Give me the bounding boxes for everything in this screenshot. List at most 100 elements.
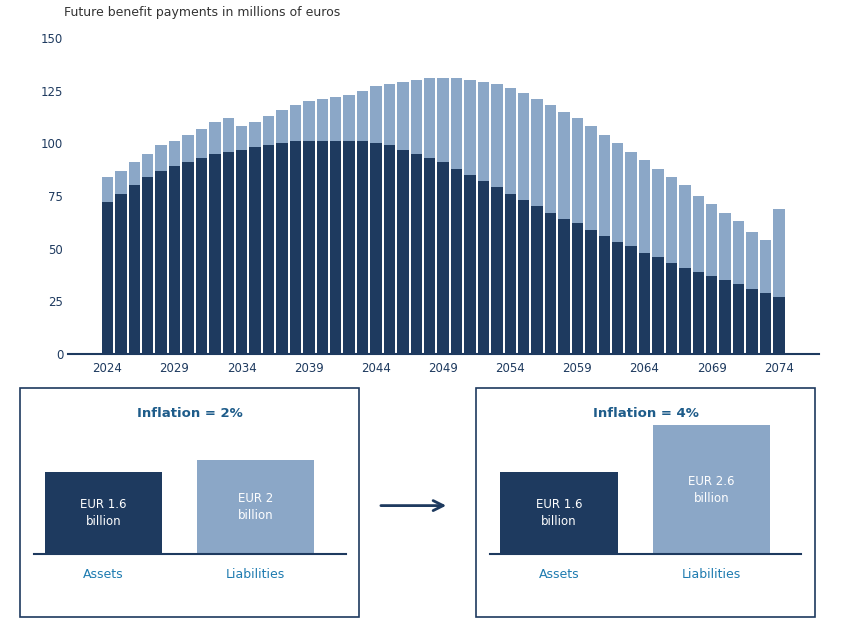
- Bar: [357, 90, 368, 354]
- Bar: [384, 84, 395, 354]
- Bar: [719, 280, 731, 354]
- Bar: [478, 181, 489, 354]
- Bar: [585, 126, 597, 354]
- Bar: [746, 232, 758, 354]
- Bar: [625, 246, 637, 354]
- Bar: [262, 116, 274, 354]
- Bar: [545, 106, 556, 354]
- Text: Liabilities: Liabilities: [226, 568, 285, 581]
- Bar: [666, 264, 677, 354]
- Text: Inflation = 4%: Inflation = 4%: [592, 407, 699, 420]
- Bar: [115, 194, 127, 354]
- FancyBboxPatch shape: [45, 472, 162, 554]
- Bar: [169, 166, 181, 354]
- Bar: [196, 158, 207, 354]
- Bar: [518, 93, 529, 354]
- Bar: [115, 171, 127, 354]
- Bar: [289, 106, 301, 354]
- Bar: [639, 253, 650, 354]
- Text: Liabilities: Liabilities: [682, 568, 741, 581]
- FancyBboxPatch shape: [197, 460, 315, 554]
- Bar: [451, 78, 463, 354]
- Bar: [760, 293, 771, 354]
- Bar: [773, 297, 785, 354]
- Bar: [679, 185, 690, 354]
- Bar: [410, 80, 422, 354]
- Bar: [733, 284, 744, 354]
- Bar: [371, 143, 381, 354]
- Bar: [316, 141, 328, 354]
- Legend: Inflation 2%, Inflation 4%: Inflation 2%, Inflation 4%: [73, 417, 329, 440]
- Bar: [571, 118, 583, 354]
- Bar: [196, 128, 207, 354]
- Bar: [518, 200, 529, 354]
- Bar: [693, 196, 704, 354]
- Bar: [760, 240, 771, 354]
- Bar: [316, 99, 328, 354]
- Bar: [101, 202, 113, 354]
- Bar: [276, 109, 288, 354]
- Bar: [209, 122, 220, 354]
- Bar: [128, 185, 140, 354]
- Bar: [424, 158, 436, 354]
- Bar: [209, 154, 220, 354]
- Bar: [236, 126, 247, 354]
- Bar: [545, 213, 556, 354]
- Bar: [437, 162, 449, 354]
- Bar: [262, 145, 274, 354]
- Bar: [169, 141, 181, 354]
- FancyBboxPatch shape: [20, 388, 360, 617]
- Bar: [733, 221, 744, 354]
- Bar: [344, 141, 354, 354]
- Bar: [666, 177, 677, 354]
- Bar: [464, 175, 476, 354]
- Bar: [155, 171, 167, 354]
- Bar: [585, 229, 597, 354]
- Bar: [155, 145, 167, 354]
- Bar: [236, 150, 247, 354]
- Bar: [652, 169, 663, 354]
- Bar: [693, 272, 704, 354]
- Bar: [558, 112, 570, 354]
- Bar: [706, 276, 717, 354]
- Text: EUR 2.6
billion: EUR 2.6 billion: [688, 475, 734, 504]
- Text: EUR 1.6
billion: EUR 1.6 billion: [536, 498, 582, 528]
- Bar: [505, 194, 516, 354]
- Bar: [773, 209, 785, 354]
- Bar: [303, 101, 315, 354]
- Text: Inflation = 2%: Inflation = 2%: [137, 407, 243, 420]
- Bar: [249, 122, 261, 354]
- Bar: [223, 118, 234, 354]
- FancyBboxPatch shape: [652, 425, 771, 554]
- Bar: [424, 78, 436, 354]
- Bar: [571, 223, 583, 354]
- Bar: [330, 141, 341, 354]
- Bar: [289, 141, 301, 354]
- Bar: [182, 135, 193, 354]
- Text: Future benefit payments in millions of euros: Future benefit payments in millions of e…: [64, 6, 340, 19]
- Bar: [491, 188, 502, 354]
- Bar: [505, 88, 516, 354]
- Bar: [491, 84, 502, 354]
- Bar: [182, 162, 193, 354]
- Bar: [128, 162, 140, 354]
- Bar: [357, 141, 368, 354]
- Bar: [679, 267, 690, 354]
- Bar: [612, 242, 624, 354]
- Bar: [398, 150, 408, 354]
- Bar: [249, 147, 261, 354]
- Bar: [101, 177, 113, 354]
- Bar: [464, 80, 476, 354]
- Bar: [706, 204, 717, 354]
- Bar: [303, 141, 315, 354]
- Text: EUR 1.6
billion: EUR 1.6 billion: [80, 498, 127, 528]
- Bar: [719, 213, 731, 354]
- Bar: [330, 97, 341, 354]
- Bar: [598, 135, 610, 354]
- FancyBboxPatch shape: [500, 472, 618, 554]
- Text: EUR 2
billion: EUR 2 billion: [238, 492, 273, 522]
- Bar: [142, 154, 154, 354]
- Bar: [398, 82, 408, 354]
- Bar: [410, 154, 422, 354]
- Text: Assets: Assets: [538, 568, 580, 581]
